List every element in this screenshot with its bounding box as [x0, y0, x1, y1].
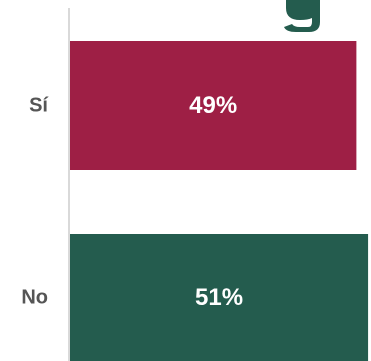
title-fragment-glyph: [284, 0, 320, 32]
category-label: No: [21, 287, 48, 309]
bars-group: 49% Sí 51% No: [21, 41, 369, 361]
category-label: Sí: [29, 95, 49, 117]
bar-si: [70, 41, 357, 170]
bar-value-label: 51%: [195, 284, 243, 311]
bar-no: [70, 234, 369, 361]
title-fragment: [284, 0, 320, 32]
bar-value-label: 49%: [189, 92, 237, 119]
